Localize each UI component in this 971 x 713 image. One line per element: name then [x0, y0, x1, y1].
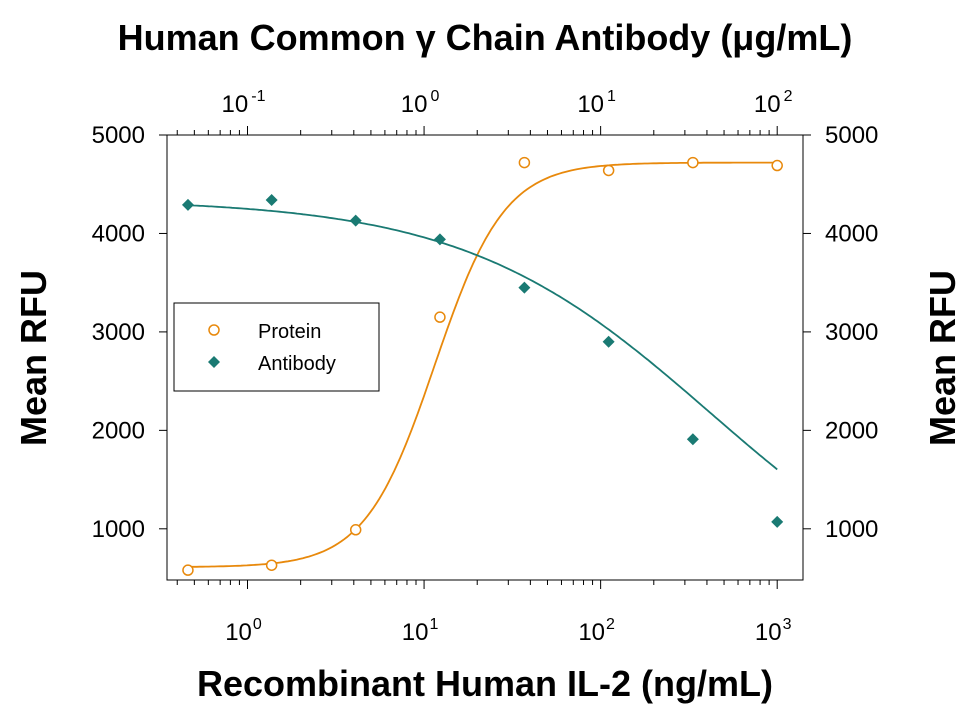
- y-tick-label-left: 5000: [92, 122, 145, 149]
- protein-point: [182, 564, 194, 576]
- y-tick-label-left: 2000: [92, 417, 145, 444]
- chart-title: Human Common γ Chain Antibody (μg/mL): [118, 17, 853, 58]
- x-tick-label: 103: [755, 616, 792, 646]
- antibody-point: [433, 233, 446, 246]
- protein-point: [602, 164, 615, 177]
- legend-antibody-marker: [208, 356, 220, 368]
- legend-protein-marker: [208, 324, 220, 336]
- x-tick-label: 100: [225, 616, 262, 646]
- top-tick-label: 10 -1: [222, 88, 266, 118]
- top-tick-label: 10 0: [401, 88, 440, 118]
- top-tick-label: 10 1: [577, 88, 616, 118]
- protein-point: [434, 311, 446, 323]
- x-tick-label: 102: [578, 616, 615, 646]
- plot-frame: [166, 134, 804, 581]
- protein-point: [771, 159, 783, 172]
- y-tick-label-left: 4000: [92, 220, 145, 247]
- x-tick-label: 101: [402, 616, 439, 646]
- y-tick-label-right: 3000: [825, 319, 878, 346]
- antibody-point: [518, 281, 531, 294]
- protein-point: [349, 524, 362, 536]
- y-tick-label-left: 1000: [92, 516, 145, 543]
- antibody-point: [771, 515, 784, 528]
- y-tick-label-right: 2000: [825, 417, 878, 444]
- y-tick-label-right: 5000: [825, 122, 878, 149]
- protein-fit-curve: [187, 161, 778, 568]
- protein-point: [687, 156, 699, 169]
- antibody-point: [349, 214, 362, 227]
- legend-protein-label: Protein: [258, 321, 321, 343]
- antibody-point: [686, 433, 699, 446]
- antibody-fit-curve: [187, 204, 778, 471]
- y-tick-label-right: 4000: [825, 220, 878, 247]
- axes: 100 101 102 103 10 -1 10 0 10 1 10 2 1000 2000 3000 400…: [92, 88, 879, 646]
- legend: Protein Antibody: [173, 302, 380, 392]
- y-tick-label-left: 3000: [92, 319, 145, 346]
- y-axis-label-left: Mean RFU: [13, 270, 54, 446]
- legend-box: [173, 302, 380, 392]
- x-axis-label: Recombinant Human IL-2 (ng/mL): [197, 663, 773, 704]
- top-tick-label: 10 2: [754, 88, 793, 118]
- antibody-point: [602, 335, 615, 348]
- y-axis-label-right: Mean RFU: [922, 270, 963, 446]
- y-tick-label-right: 1000: [825, 516, 878, 543]
- antibody-point: [265, 193, 278, 206]
- antibody-point: [181, 198, 194, 211]
- fit-curves: [187, 161, 778, 568]
- legend-antibody-label: Antibody: [258, 353, 336, 375]
- data-markers: [181, 156, 784, 576]
- protein-point: [265, 559, 278, 571]
- protein-point: [518, 156, 531, 169]
